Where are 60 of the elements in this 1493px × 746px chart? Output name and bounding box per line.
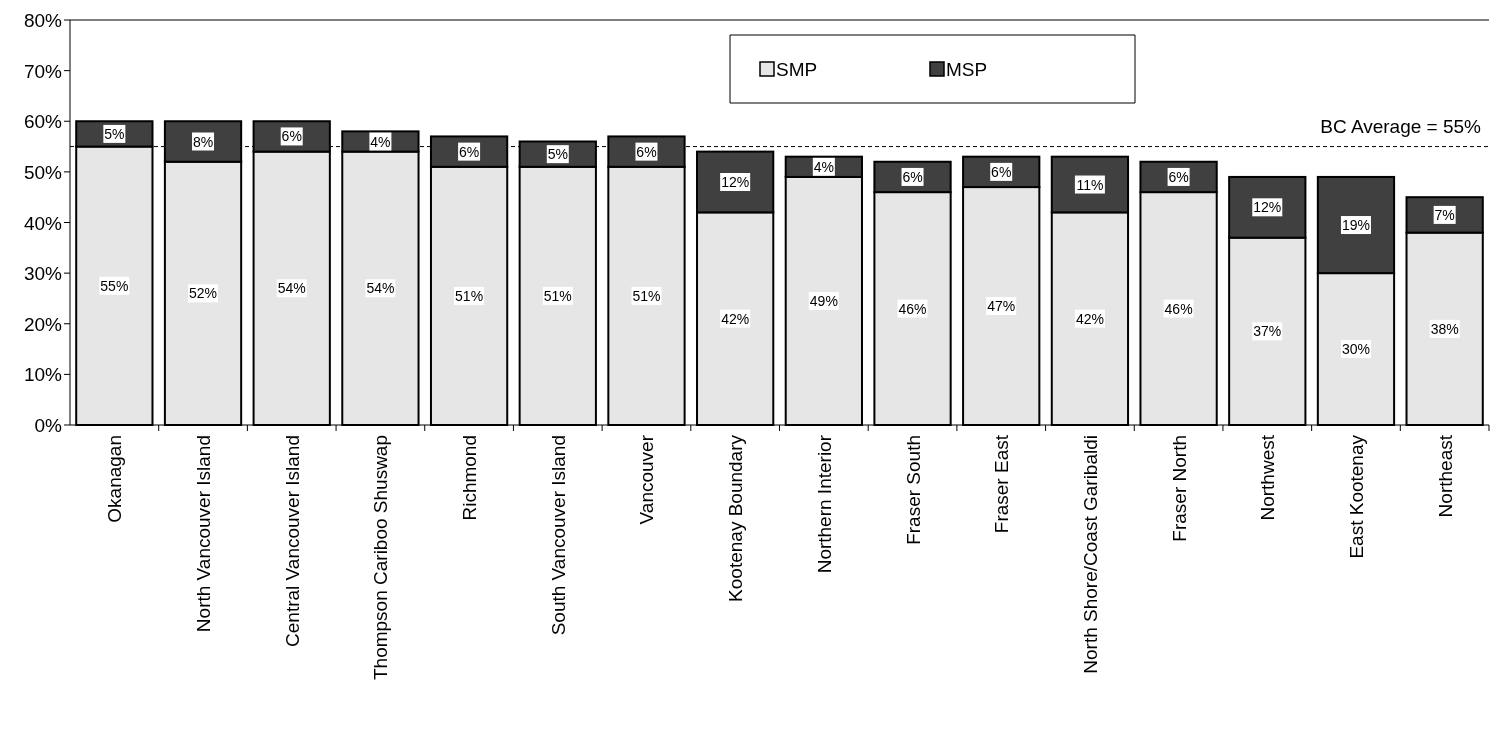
data-label: 4% [370,133,391,150]
x-tick-label: Central Vancouver Island [281,435,303,647]
x-tick-label: East Kootenay [1345,434,1367,559]
data-label: 12% [721,174,750,190]
y-tick-label: 50% [23,161,63,183]
x-tick-label: Richmond [459,435,481,521]
x-tick-label: Fraser South [902,435,924,545]
x-tick-label: Vancouver [636,434,658,525]
data-label: 6% [281,128,302,145]
x-tick-label: Fraser East [991,434,1013,534]
x-tick-label: Okanagan [104,435,126,523]
x-tick-label: South Vancouver Island [547,435,569,636]
y-tick-label: 30% [23,263,63,285]
data-label: 19% [1341,217,1370,234]
x-tick-label: Northwest [1257,434,1279,521]
data-label: 54% [366,280,395,297]
legend-label: MSP [946,59,988,80]
data-label: 46% [898,300,927,317]
x-tick-label: Northern Interior [813,434,835,574]
data-label: 51% [543,287,572,304]
data-label: 6% [1168,168,1189,185]
data-label: 6% [636,143,657,160]
y-tick-label: 20% [23,313,63,335]
x-tick-label: Kootenay Boundary [725,434,747,602]
x-tick-label: North Vancouver Island [193,435,215,633]
y-tick-label: 60% [23,111,63,133]
data-label: 38% [1430,320,1459,337]
data-label: 5% [104,125,125,142]
y-tick-label: 40% [23,212,63,234]
y-tick-label: 0% [34,415,63,436]
data-label: 6% [991,163,1012,180]
y-tick-label: 80% [23,10,63,31]
data-label: 30% [1341,341,1370,358]
data-label: 6% [902,168,923,185]
data-label: 49% [809,292,838,309]
data-label: 55% [100,277,129,294]
data-label: 7% [1434,206,1455,223]
data-label: 37% [1253,323,1282,340]
legend-label: SMP [776,59,818,80]
data-label: 42% [721,310,750,327]
data-label: 51% [632,287,661,304]
x-tick-label: Thompson Cariboo Shuswap [370,435,392,681]
data-label: 8% [192,133,214,150]
data-label: 52% [189,285,218,302]
y-tick-label: 70% [23,60,63,82]
data-label: 5% [547,146,568,163]
x-tick-label: Fraser North [1168,435,1190,542]
data-label: 4% [813,158,834,175]
data-label: 6% [458,143,480,160]
data-label: 11% [1076,176,1104,193]
data-label: 42% [1075,310,1104,327]
data-label: 51% [455,287,484,304]
x-tick-label: North Shore/Coast Garibaldi [1079,435,1101,674]
ref-line-label: BC Average = 55% [1320,115,1482,137]
y-tick-label: 10% [23,364,63,386]
x-tick-label: Northeast [1434,434,1456,518]
data-label: 47% [987,298,1016,315]
data-label: 12% [1253,199,1282,216]
data-label: 54% [277,280,306,297]
data-label: 46% [1164,300,1193,317]
